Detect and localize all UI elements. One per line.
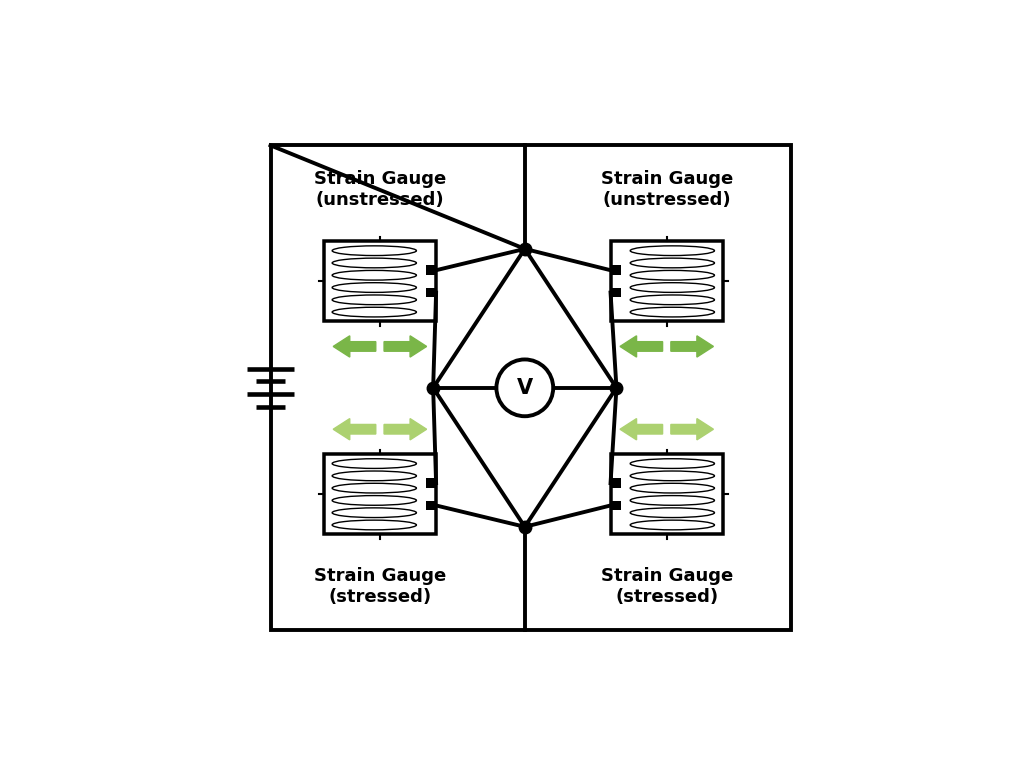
FancyArrow shape [671,419,714,440]
FancyArrow shape [333,419,376,440]
FancyArrow shape [620,419,663,440]
FancyBboxPatch shape [426,478,435,488]
FancyArrow shape [384,336,427,357]
FancyBboxPatch shape [610,241,723,321]
FancyBboxPatch shape [426,288,435,297]
FancyBboxPatch shape [611,266,621,275]
FancyBboxPatch shape [611,501,621,510]
Text: V: V [517,378,532,398]
FancyBboxPatch shape [324,455,436,535]
FancyBboxPatch shape [610,455,723,535]
Circle shape [497,359,553,416]
FancyArrow shape [620,336,663,357]
Text: Strain Gauge
(unstressed): Strain Gauge (unstressed) [313,170,446,209]
FancyArrow shape [671,336,714,357]
Text: Strain Gauge
(unstressed): Strain Gauge (unstressed) [601,170,733,209]
FancyBboxPatch shape [426,501,435,510]
FancyBboxPatch shape [426,266,435,275]
FancyBboxPatch shape [324,241,436,321]
FancyArrow shape [333,336,376,357]
Text: Strain Gauge
(stressed): Strain Gauge (stressed) [601,567,733,605]
Text: Strain Gauge
(stressed): Strain Gauge (stressed) [313,567,446,605]
FancyBboxPatch shape [611,478,621,488]
FancyArrow shape [384,419,427,440]
FancyBboxPatch shape [611,288,621,297]
